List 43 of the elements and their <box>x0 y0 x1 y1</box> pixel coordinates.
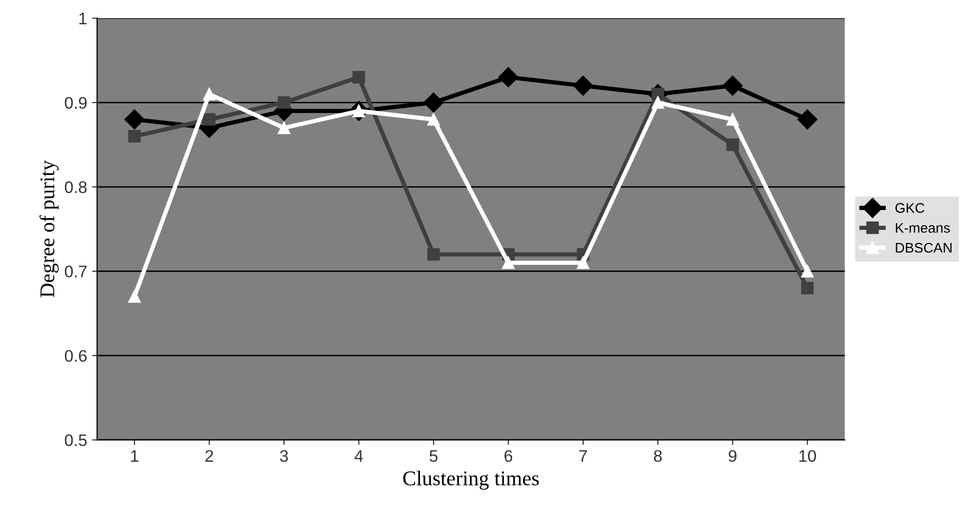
point <box>278 122 290 134</box>
y-tick-label: 0.7 <box>64 266 87 278</box>
point <box>498 67 518 88</box>
point <box>278 96 290 109</box>
y-tick-label: 0.8 <box>64 181 87 194</box>
x-tick-label: 9 <box>728 450 736 462</box>
x-tick-label: 8 <box>654 450 662 462</box>
y-tick-label: 0.5 <box>64 434 87 446</box>
point <box>573 76 594 96</box>
point <box>128 290 141 303</box>
point <box>128 130 141 143</box>
point <box>427 248 440 261</box>
y-tick-label: 1 <box>79 12 87 24</box>
point <box>726 138 739 151</box>
point <box>801 282 814 294</box>
point <box>124 109 145 130</box>
point <box>424 92 444 113</box>
x-tick-label: 5 <box>430 450 438 462</box>
point <box>352 70 366 84</box>
point <box>203 88 216 100</box>
y-axis-title: Degree of purity <box>39 160 59 298</box>
x-tick-label: 3 <box>280 450 288 462</box>
x-tick-label: 6 <box>504 450 512 462</box>
point <box>427 113 440 126</box>
x-axis-title: Clustering times <box>403 470 539 490</box>
point <box>722 76 743 96</box>
point <box>652 96 664 109</box>
legend-label: K-means <box>896 223 950 233</box>
x-tick-label: 2 <box>205 450 214 462</box>
point <box>203 113 216 126</box>
point <box>576 256 590 270</box>
legend-label: GKC <box>895 203 924 213</box>
x-tick-label: 4 <box>354 450 363 462</box>
y-tick-label: 0.9 <box>64 96 87 109</box>
x-tick-label: 7 <box>579 450 587 462</box>
x-tick-label: 1 <box>131 450 138 462</box>
legend-label: DBSCAN <box>896 242 952 253</box>
point <box>502 256 515 270</box>
x-tick-label: 10 <box>799 450 816 462</box>
y-tick-label: 0.6 <box>64 350 87 362</box>
point <box>726 113 739 126</box>
point <box>797 109 818 130</box>
point <box>801 264 814 278</box>
